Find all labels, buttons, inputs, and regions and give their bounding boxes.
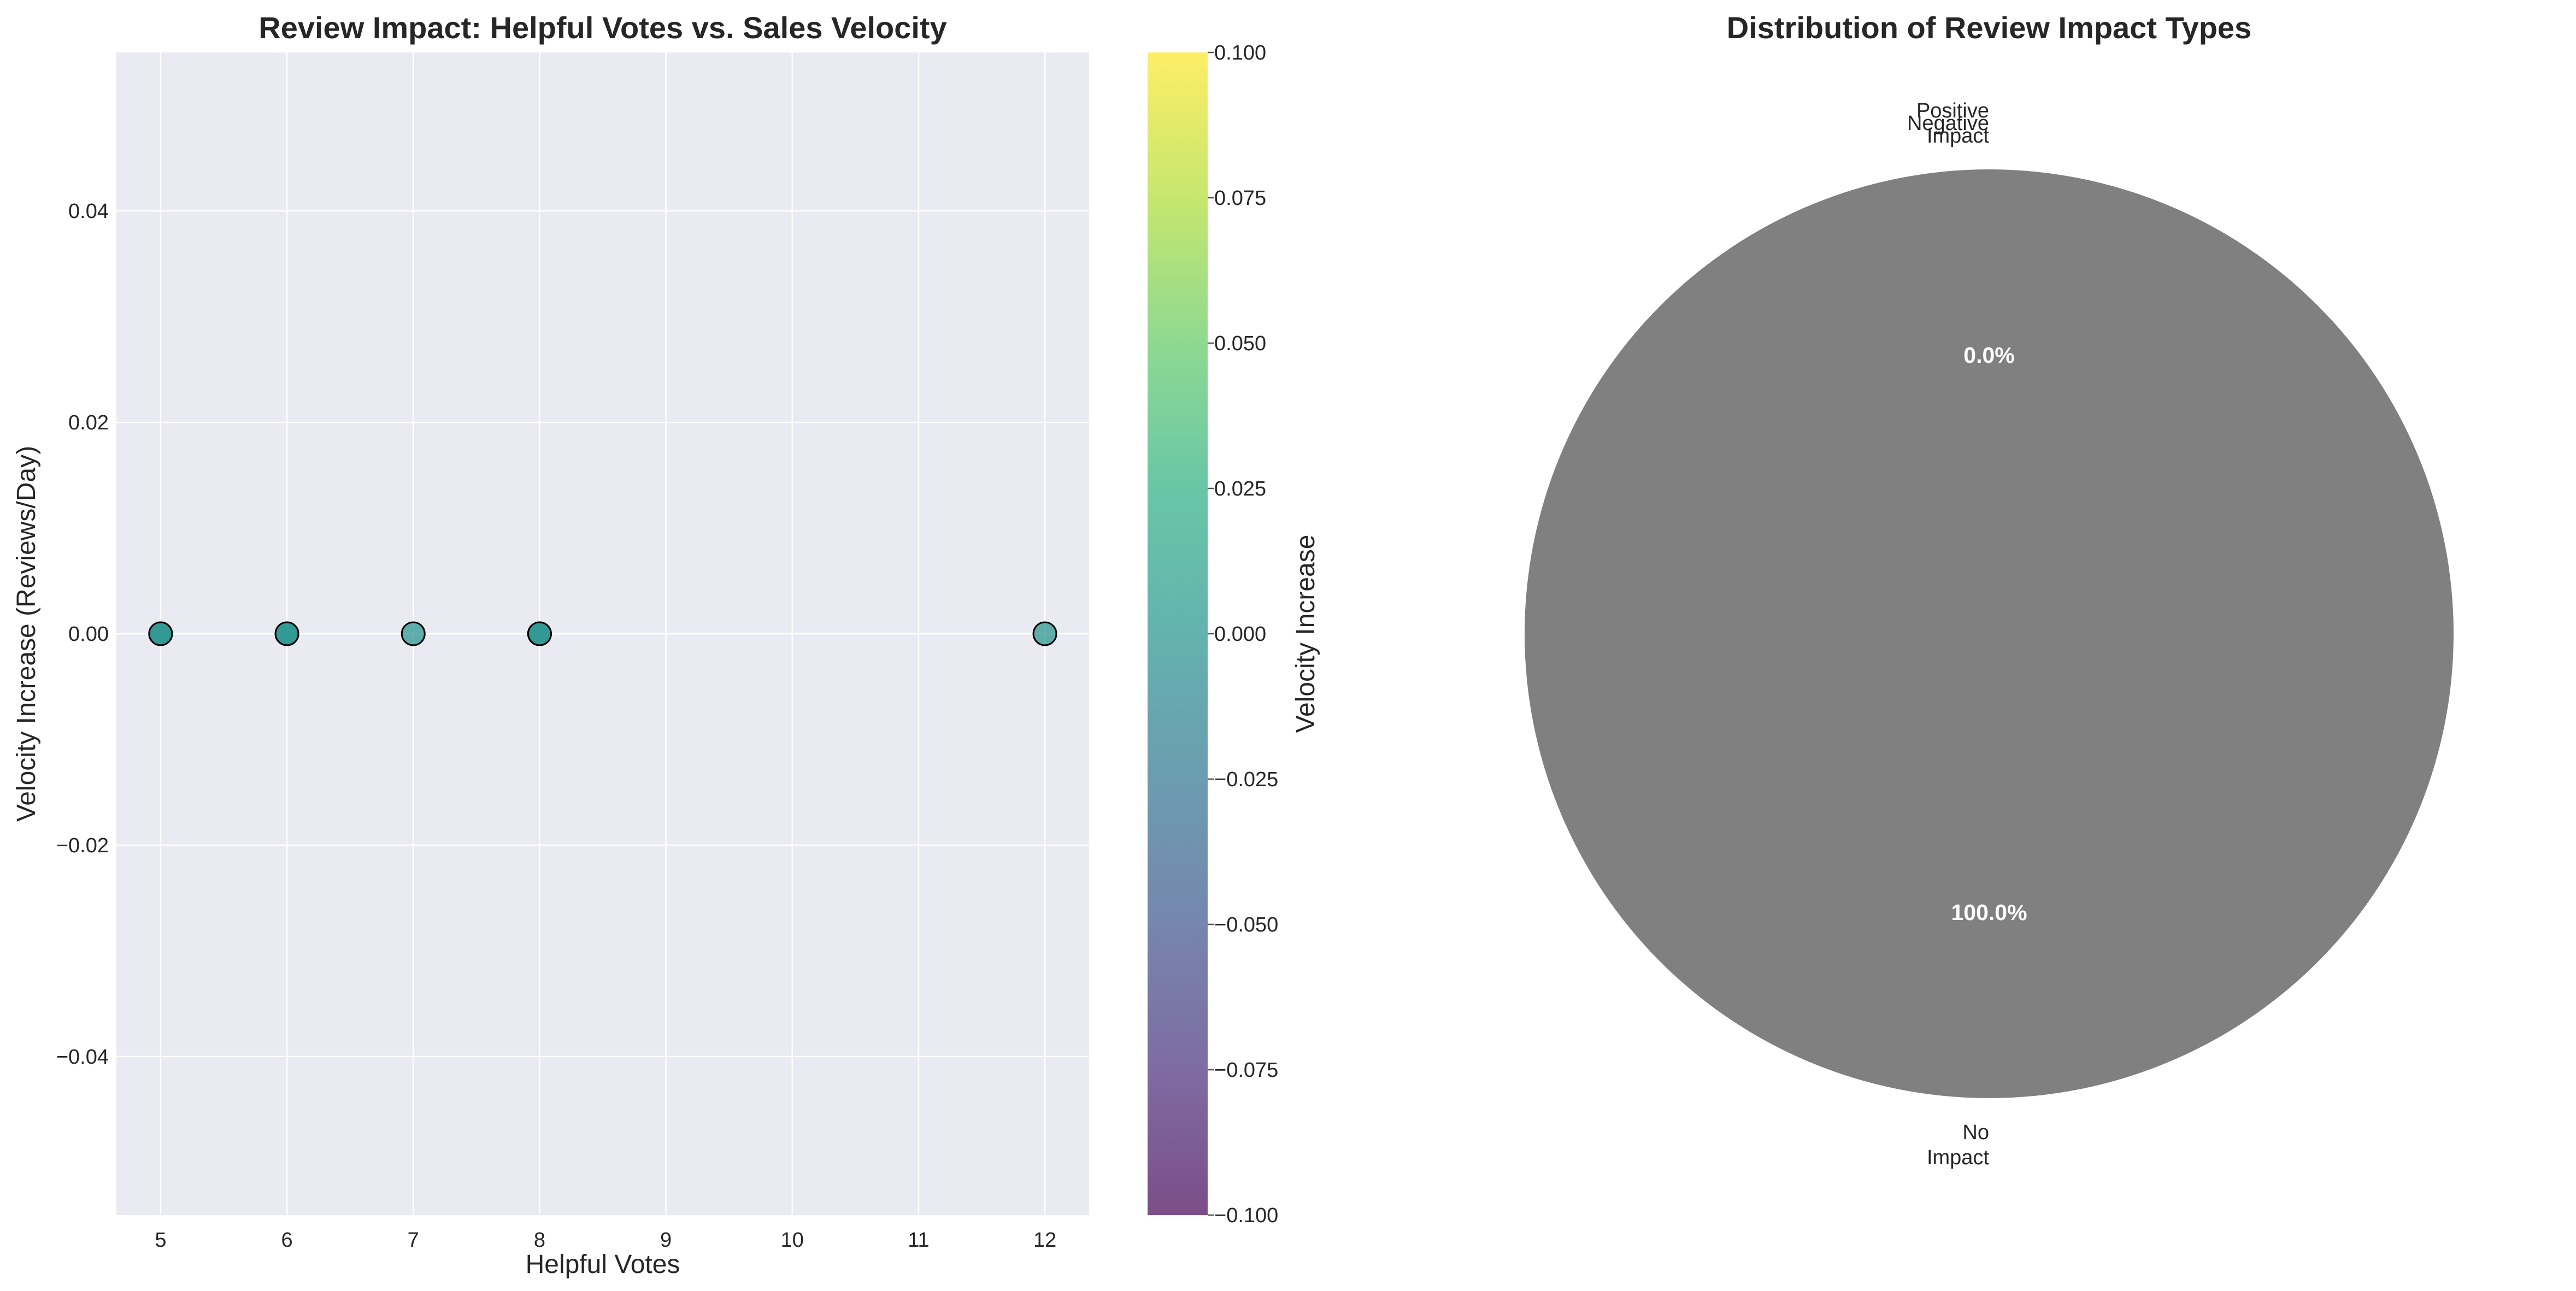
scatter-y-tick-label: 0.00 [68,623,109,646]
scatter-panel: 5 6 7 8 9 10 11 12 −0.04 −0.02 0.00 0.02 0.04 Revie… [12,10,1089,1279]
scatter-point [1032,621,1057,646]
scatter-x-tick-label: 5 [155,1229,166,1252]
colorbar-tick-label: 0.025 [1214,478,1266,500]
pie-slice-percent: 100.0% [1951,900,2027,925]
scatter-x-tick-label: 7 [408,1229,419,1252]
pie-slice-label: Negative [1907,112,1989,135]
scatter-x-axis-label: Helpful Votes [526,1250,680,1279]
scatter-point [148,621,173,646]
scatter-x-ticks: 5 6 7 8 9 10 11 12 [155,1229,1056,1252]
scatter-y-axis-label: Velocity Increase (Reviews/Day) [12,446,41,822]
scatter-x-tick-label: 11 [908,1229,929,1252]
colorbar-tick-label: 0.000 [1214,623,1266,646]
pie-slice-label: Positive Impact [1916,99,1989,148]
pie-slices [1525,169,2454,1098]
colorbar-tick-label: −0.100 [1214,1204,1278,1227]
pie-panel: Distribution of Review Impact Types Nega… [1525,10,2454,1169]
scatter-y-tick-label: 0.02 [68,411,109,434]
scatter-points [148,621,1057,646]
colorbar-label: Velocity Increase [1291,535,1320,733]
scatter-y-tick-label: −0.02 [56,834,109,857]
scatter-x-tick-label: 10 [781,1229,804,1252]
colorbar-tick-label: −0.075 [1214,1059,1278,1082]
colorbar-ticks: −0.100 −0.075 −0.050 −0.025 0.000 0.025 0.050 0… [1208,42,1278,1227]
scatter-x-tick-label: 9 [660,1229,672,1252]
scatter-point [527,621,552,646]
colorbar-tick-label: −0.050 [1214,913,1278,936]
scatter-point [401,621,426,646]
scatter-y-tick-label: 0.04 [68,200,109,223]
colorbar-tick-label: −0.025 [1214,768,1278,791]
colorbar-tick-label: 0.075 [1214,187,1266,210]
colorbar-tick-label: 0.050 [1214,332,1266,355]
scatter-y-ticks: −0.04 −0.02 0.00 0.02 0.04 [56,200,109,1069]
colorbar-tick-label: 0.100 [1214,42,1266,64]
colorbar-gradient [1148,52,1208,1215]
scatter-x-tick-label: 8 [534,1229,545,1252]
colorbar: −0.100 −0.075 −0.050 −0.025 0.000 0.025 0.050 0… [1148,42,1320,1227]
pie-title: Distribution of Review Impact Types [1727,10,2251,45]
scatter-point [274,621,299,646]
scatter-y-tick-label: −0.04 [56,1046,109,1069]
scatter-x-tick-label: 6 [281,1229,293,1252]
pie-slice-percent: 0.0% [1963,343,2014,368]
scatter-x-tick-label: 12 [1033,1229,1056,1252]
pie-slice [1525,169,2454,1098]
pie-slice-label: No Impact [1927,1121,1989,1169]
scatter-title: Review Impact: Helpful Votes vs. Sales V… [258,10,946,45]
